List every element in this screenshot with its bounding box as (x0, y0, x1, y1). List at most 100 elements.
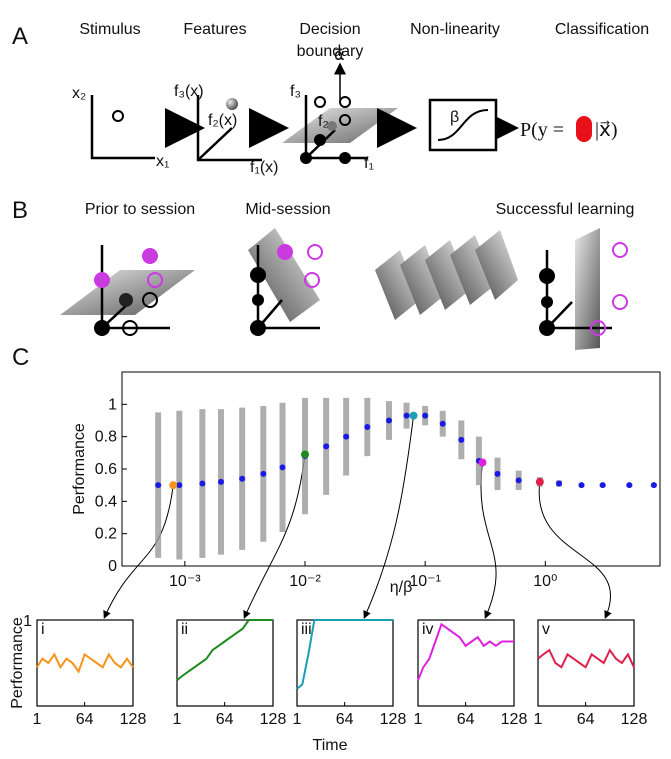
dot (422, 412, 429, 419)
axis-label: x₂ (72, 85, 86, 102)
dot (515, 477, 522, 484)
axis-label: β (450, 109, 459, 126)
dot (439, 420, 446, 427)
header: Classification (555, 21, 649, 38)
dot (260, 470, 267, 477)
axis-label: f₁ (364, 155, 374, 172)
dot (218, 478, 225, 485)
subplot-frame (537, 619, 635, 707)
y-tick-label: 1 (23, 613, 32, 630)
header: boundary (297, 43, 364, 60)
subplot-label: i (41, 621, 45, 638)
dot (239, 475, 246, 482)
subplot-line (417, 622, 514, 681)
header: Decision (299, 21, 360, 38)
connector (103, 485, 174, 619)
header: Features (183, 21, 246, 38)
subplot-frame (176, 619, 274, 707)
y-axis-label: Performance (9, 617, 26, 709)
header: Prior to session (85, 201, 195, 218)
dot (599, 482, 606, 489)
dot (323, 443, 330, 450)
dot (155, 482, 162, 489)
x-tick-label: 64 (577, 711, 595, 728)
header: Successful learning (496, 201, 635, 218)
dot (494, 470, 501, 477)
x-tick-label: 64 (76, 711, 94, 728)
highlight-dot (169, 481, 178, 490)
axis-label: α⃗ (334, 47, 345, 64)
subplot-line (296, 619, 393, 690)
x-tick-label: 10⁻¹ (409, 573, 441, 590)
x-tick-label: 1 (293, 711, 302, 728)
dot (626, 482, 633, 489)
dot (176, 482, 183, 489)
header: Stimulus (79, 21, 140, 38)
dot (403, 412, 410, 419)
subplot-frame (36, 619, 134, 707)
dot (279, 464, 286, 471)
learning-diagrams (60, 228, 628, 350)
y-tick-label: 0 (108, 558, 117, 575)
y-tick-label: 0.4 (95, 493, 117, 510)
formula: P(y = (520, 119, 564, 141)
x-tick-label: 1 (33, 711, 42, 728)
dot (556, 480, 563, 487)
x-axis-label: η/β (390, 579, 413, 596)
connector (480, 462, 497, 619)
axis-label: f₁(x) (250, 159, 279, 176)
subplot-label: v (542, 621, 550, 638)
connector (243, 454, 306, 619)
dot (385, 417, 392, 424)
subplot-label: ii (181, 621, 188, 638)
subplot-line (176, 619, 273, 681)
highlight-dot (535, 477, 544, 486)
header: Mid-session (245, 201, 330, 218)
axis-label: f₃(x) (174, 83, 204, 100)
x-tick-label: 64 (457, 711, 475, 728)
x-tick-label: 128 (501, 711, 528, 728)
axis-label: f₂ (318, 113, 329, 130)
y-tick-label: 1 (108, 396, 117, 413)
subplot-line (537, 648, 635, 669)
x-tick-label: 64 (216, 711, 234, 728)
connector (363, 415, 415, 619)
header: Non-linearity (410, 21, 500, 38)
x-tick-label: 1 (414, 711, 423, 728)
x-axis-label: Time (313, 737, 348, 754)
y-axis-label: Performance (71, 423, 88, 515)
panel-letter: C (12, 344, 29, 371)
highlight-dot (478, 458, 487, 467)
y-tick-label: 0.6 (95, 461, 117, 478)
dot (343, 433, 350, 440)
dot (650, 482, 657, 489)
dot (578, 482, 585, 489)
x-tick-label: 128 (260, 711, 287, 728)
stimulus-diagram (90, 62, 592, 164)
formula: |x⃗) (595, 119, 618, 141)
axis-label: f₂(x) (208, 112, 237, 129)
subplot-label: iii (301, 621, 312, 638)
dot (364, 423, 371, 430)
x-tick-label: 1 (534, 711, 543, 728)
connector (538, 481, 612, 619)
x-tick-label: 1 (173, 711, 182, 728)
subplot-line (36, 652, 134, 674)
axis-label: x₁ (156, 153, 169, 170)
x-tick-label: 10⁻² (289, 573, 321, 590)
panel-letter: B (12, 197, 28, 224)
x-tick-label: 10⁻³ (169, 573, 201, 590)
panel-letter: A (12, 23, 28, 50)
x-tick-label: 128 (120, 711, 147, 728)
dot (199, 480, 206, 487)
x-tick-label: 64 (336, 711, 354, 728)
highlight-dot (409, 411, 418, 420)
y-tick-label: 0.2 (95, 526, 117, 543)
axis-label: f₃ (290, 83, 301, 100)
x-tick-label: 128 (621, 711, 648, 728)
x-tick-label: 10⁰ (533, 573, 557, 590)
x-tick-label: 128 (380, 711, 407, 728)
y-tick-label: 0.8 (95, 429, 117, 446)
subplot-label: iv (422, 621, 434, 638)
